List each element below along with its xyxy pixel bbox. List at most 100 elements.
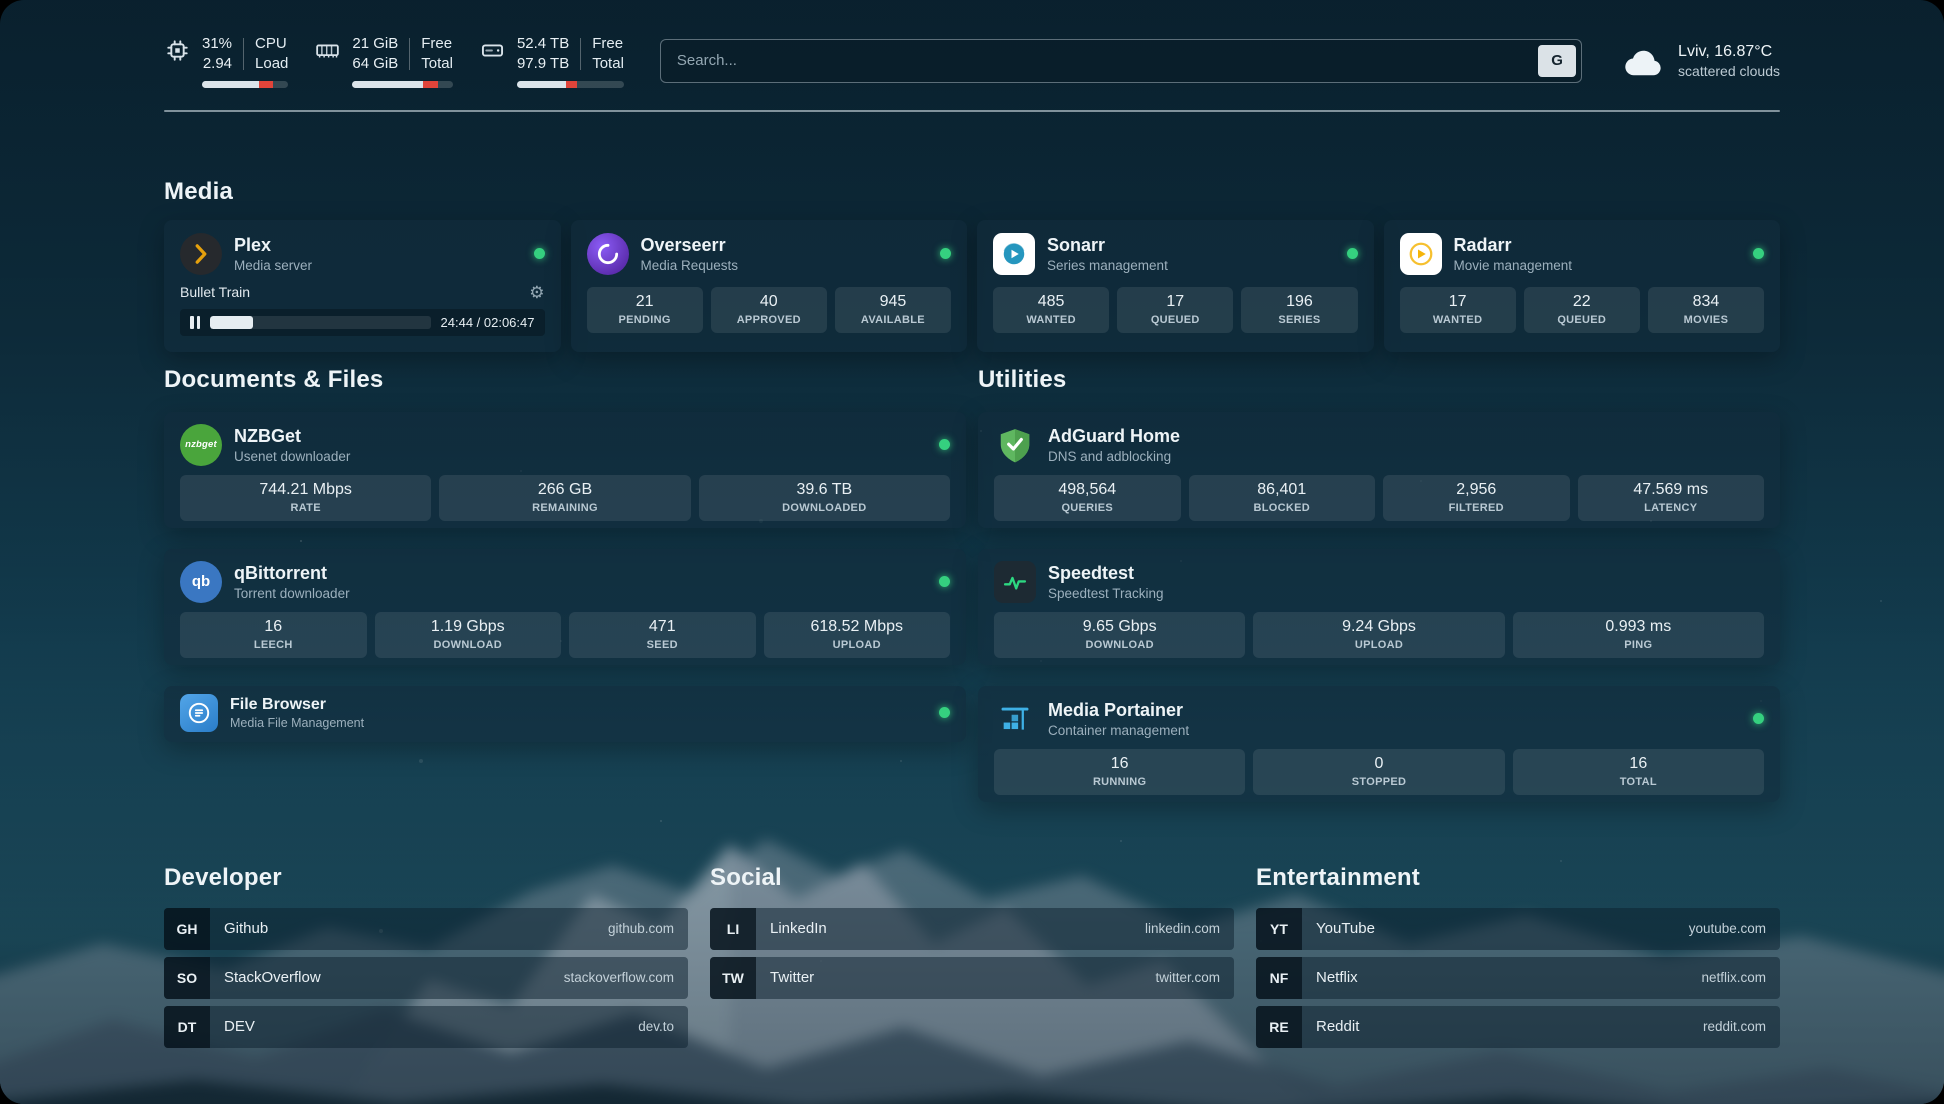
section-heading-media: Media bbox=[164, 177, 234, 205]
bookmark-stackoverflow[interactable]: SO StackOverflow stackoverflow.com bbox=[164, 956, 688, 999]
app-card-radarr[interactable]: Radarr Movie management 17 WANTED 22 QUEUE… bbox=[1383, 219, 1780, 352]
stat-box: 0 STOPPED bbox=[1253, 748, 1505, 795]
stat-box: 17 WANTED bbox=[1399, 286, 1516, 333]
app-subtitle: Movie management bbox=[1453, 257, 1573, 273]
search-engine-button[interactable]: G bbox=[1538, 44, 1577, 77]
app-name: AdGuard Home bbox=[1048, 425, 1181, 446]
status-dot bbox=[939, 439, 950, 451]
bookmark-youtube[interactable]: YT YouTube youtube.com bbox=[1256, 907, 1780, 950]
app-subtitle: Media Requests bbox=[640, 257, 739, 273]
app-card-portainer[interactable]: Media Portainer Container management 16 R… bbox=[978, 685, 1780, 802]
filebrowser-icon bbox=[180, 693, 218, 732]
speedtest-icon bbox=[994, 560, 1036, 603]
plex-icon bbox=[180, 232, 222, 275]
stat-box: 9.24 Gbps UPLOAD bbox=[1253, 611, 1505, 658]
linkedin-icon: LI bbox=[710, 907, 756, 950]
playback-progress-track[interactable] bbox=[210, 315, 431, 329]
status-dot bbox=[940, 248, 951, 260]
stat-box: 21 PENDING bbox=[586, 286, 703, 333]
pause-button[interactable] bbox=[190, 315, 200, 329]
reddit-icon: RE bbox=[1256, 1005, 1302, 1048]
bookmark-github[interactable]: GH Github github.com bbox=[164, 907, 688, 950]
app-card-speedtest[interactable]: Speedtest Speedtest Tracking 9.65 Gbps DO… bbox=[978, 548, 1780, 665]
nzbget-icon: nzbget bbox=[180, 423, 222, 466]
bookmark-group-social: Social LI LinkedIn linkedin.com TW Twitt… bbox=[710, 864, 1234, 1055]
documents-column: Documents & Files nzbget NZBGet Usenet d… bbox=[164, 366, 966, 802]
stat-box: 945 AVAILABLE bbox=[834, 286, 952, 333]
app-card-plex[interactable]: Plex Media server Bullet Train ⚙ 24:44 /… bbox=[164, 219, 561, 352]
sonarr-icon bbox=[993, 232, 1035, 275]
playback-bar: 24:44 / 02:06:47 bbox=[180, 308, 545, 336]
disk-free-label: Free bbox=[592, 35, 624, 52]
gear-icon[interactable]: ⚙ bbox=[529, 282, 545, 302]
disk-free-value: 52.4 TB bbox=[516, 35, 570, 52]
app-name: Media Portainer bbox=[1048, 699, 1184, 720]
bookmark-dev[interactable]: DT DEV dev.to bbox=[164, 1005, 688, 1048]
app-card-overseerr[interactable]: Overseerr Media Requests 21 PENDING 40 APP… bbox=[570, 219, 967, 352]
app-subtitle: Torrent downloader bbox=[234, 585, 350, 601]
weather-widget[interactable]: Lviv, 16.87°C scattered clouds bbox=[1622, 43, 1780, 79]
status-dot bbox=[1753, 713, 1764, 725]
cloud-icon bbox=[1622, 45, 1666, 77]
twitter-icon: TW bbox=[710, 956, 756, 999]
app-card-adguard[interactable]: AdGuard Home DNS and adblocking 498,564 Q… bbox=[978, 411, 1780, 528]
stat-box: 86,401 BLOCKED bbox=[1188, 474, 1375, 521]
stat-box: 17 QUEUED bbox=[1117, 286, 1234, 333]
section-heading-utilities: Utilities bbox=[978, 365, 1067, 393]
playback-progress-fill bbox=[210, 315, 253, 329]
disk-widget: 52.4 TB 97.9 TB Free Total bbox=[479, 34, 624, 88]
stat-box: 2,956 FILTERED bbox=[1383, 474, 1570, 521]
app-card-filebrowser[interactable]: File Browser Media File Management bbox=[164, 685, 966, 742]
overseerr-icon bbox=[586, 232, 629, 275]
cpu-load-label: Load bbox=[255, 54, 289, 72]
metric-separator bbox=[409, 37, 411, 70]
stat-box: 16 RUNNING bbox=[994, 748, 1246, 795]
stat-box: 47.569 ms LATENCY bbox=[1577, 474, 1764, 521]
stat-box: 22 QUEUED bbox=[1523, 286, 1640, 333]
cpu-label: CPU bbox=[255, 35, 287, 52]
system-metrics: 31% 2.94 CPU Load bbox=[164, 34, 624, 88]
media-cards-row: Plex Media server Bullet Train ⚙ 24:44 /… bbox=[164, 219, 1780, 352]
cpu-load-value: 2.94 bbox=[202, 54, 233, 72]
section-heading-social: Social bbox=[710, 863, 782, 891]
app-name: Plex bbox=[234, 234, 272, 255]
bookmark-netflix[interactable]: NF Netflix netflix.com bbox=[1256, 956, 1780, 999]
app-subtitle: Usenet downloader bbox=[234, 448, 351, 464]
app-card-nzbget[interactable]: nzbget NZBGet Usenet downloader 744.21 M… bbox=[164, 411, 966, 528]
ram-total-value: 64 GiB bbox=[352, 54, 399, 72]
ram-total-label: Total bbox=[421, 54, 453, 72]
bookmark-linkedin[interactable]: LI LinkedIn linkedin.com bbox=[710, 907, 1234, 950]
stat-box: 1.19 Gbps DOWNLOAD bbox=[374, 611, 561, 658]
app-subtitle: Media server bbox=[234, 257, 313, 273]
bookmark-group-developer: Developer GH Github github.com SO StackO… bbox=[164, 864, 688, 1055]
app-subtitle: Series management bbox=[1047, 257, 1168, 273]
stat-box: 266 GB REMAINING bbox=[439, 474, 691, 521]
app-subtitle: Container management bbox=[1048, 722, 1190, 738]
ram-widget: 21 GiB 64 GiB Free Total bbox=[314, 34, 453, 88]
search-input[interactable] bbox=[659, 38, 1583, 83]
section-heading-documents: Documents & Files bbox=[164, 365, 384, 393]
stat-box: 40 APPROVED bbox=[710, 286, 827, 333]
stat-box: 196 SERIES bbox=[1241, 286, 1358, 333]
youtube-icon: YT bbox=[1256, 907, 1302, 950]
bookmark-group-entertainment: Entertainment YT YouTube youtube.com NF … bbox=[1256, 864, 1780, 1055]
app-subtitle: Speedtest Tracking bbox=[1048, 585, 1164, 601]
app-name: NZBGet bbox=[234, 425, 301, 446]
stat-box: 9.65 Gbps DOWNLOAD bbox=[994, 611, 1246, 658]
status-dot bbox=[939, 707, 950, 719]
dev-icon: DT bbox=[164, 1005, 210, 1048]
app-card-qbittorrent[interactable]: qb qBittorrent Torrent downloader 16 LEEC… bbox=[164, 548, 966, 665]
app-card-sonarr[interactable]: Sonarr Series management 485 WANTED 17 QUE… bbox=[977, 219, 1374, 352]
topbar: 31% 2.94 CPU Load bbox=[164, 0, 1780, 88]
bookmark-reddit[interactable]: RE Reddit reddit.com bbox=[1256, 1005, 1780, 1048]
now-playing-title: Bullet Train bbox=[180, 284, 251, 301]
metric-separator bbox=[580, 37, 582, 70]
weather-condition: scattered clouds bbox=[1678, 62, 1780, 79]
stat-box: 618.52 Mbps UPLOAD bbox=[763, 611, 950, 658]
status-dot bbox=[939, 576, 950, 588]
bookmark-twitter[interactable]: TW Twitter twitter.com bbox=[710, 956, 1234, 999]
app-name: Radarr bbox=[1453, 234, 1512, 255]
stat-box: 16 LEECH bbox=[180, 611, 367, 658]
cpu-icon bbox=[164, 37, 191, 64]
